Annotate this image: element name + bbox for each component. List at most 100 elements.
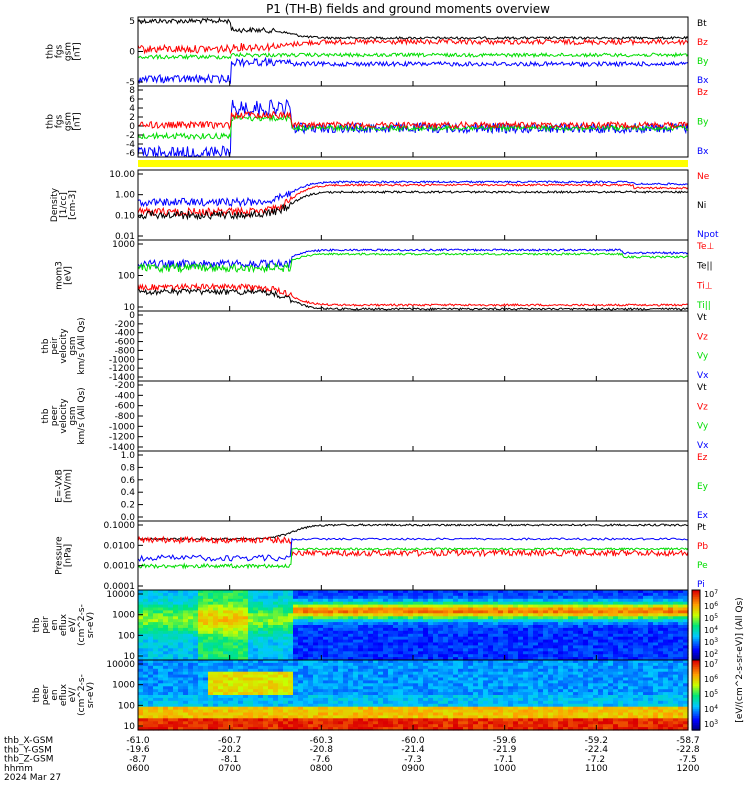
electron-spectrogram-cell (613, 683, 619, 687)
electron-spectrogram-cell (293, 686, 299, 690)
ion-spectrogram-cell (383, 627, 389, 632)
ion-spectrogram-cell (323, 592, 329, 597)
electron-spectrogram-cell (483, 697, 489, 702)
electron-spectrogram-cell (158, 665, 164, 670)
ion-spectrogram-cell (348, 595, 354, 600)
electron-spectrogram-cell (203, 706, 209, 711)
electron-spectrogram-cell (568, 674, 574, 679)
ion-spectrogram-cell (638, 633, 644, 638)
ion-spectrogram-cell (408, 607, 414, 611)
ion-spectrogram-cell (613, 592, 619, 597)
ion-spectrogram-cell (343, 592, 349, 597)
ion-spectrogram-cell (333, 590, 339, 594)
ion-spectrogram-cell (523, 639, 529, 644)
ion-spectrogram-cell (218, 604, 224, 609)
electron-spectrogram-cell (423, 727, 429, 731)
ion-spectrogram-cell (303, 590, 309, 594)
ion-spectrogram-cell (468, 616, 474, 620)
ion-spectrogram-cell (558, 595, 564, 600)
electron-spectrogram-cell (233, 677, 239, 681)
electron-spectrogram-cell (188, 689, 194, 693)
electron-spectrogram-cell (438, 715, 444, 719)
ion-spectrogram-cell (678, 610, 684, 614)
electron-spectrogram-cell (558, 718, 564, 722)
ion-spectrogram-cell (608, 622, 614, 626)
ion-spectrogram-cell (168, 592, 174, 597)
electron-spectrogram-cell (488, 715, 494, 719)
ion-spectrogram-cell (153, 642, 159, 646)
electron-spectrogram-cell (188, 721, 194, 725)
electron-spectrogram-cell (313, 727, 319, 731)
ion-spectrogram-cell (153, 616, 159, 620)
ion-spectrogram-cell (173, 610, 179, 614)
electron-spectrogram-cell (288, 677, 294, 681)
electron-spectrogram-cell (238, 727, 244, 731)
ion-spectrogram-cell (618, 633, 624, 638)
ion-spectrogram-cell (513, 613, 519, 617)
ion-spectrogram-cell (623, 633, 629, 638)
ion-spectrogram-cell (373, 592, 379, 597)
electron-spectrogram-cell (363, 668, 369, 673)
electron-spectrogram-cell (353, 677, 359, 681)
ion-spectrogram-cell (528, 604, 534, 609)
electron-spectrogram-cell (338, 721, 344, 725)
electron-spectrogram-cell (388, 709, 394, 714)
ion-spectrogram-cell (178, 598, 184, 603)
electron-spectrogram-cell (398, 727, 404, 731)
ion-spectrogram-cell (298, 636, 304, 641)
ion-spectrogram-cell (288, 642, 294, 646)
electron-spectrogram-cell (143, 692, 149, 696)
ion-spectrogram-cell (208, 616, 214, 620)
ion-spectrogram-cell (483, 604, 489, 609)
ion-spectrogram-cell (258, 601, 264, 606)
electron-spectrogram-cell (428, 680, 434, 684)
ion-spectrogram-cell (518, 598, 524, 603)
ion-spectrogram-cell (393, 633, 399, 638)
ion-spectrogram-cell (333, 651, 339, 655)
ion-spectrogram-cell (233, 619, 239, 623)
ion-spectrogram-cell (303, 595, 309, 600)
ion-spectrogram-cell (608, 616, 614, 620)
electron-spectrogram-cell (218, 686, 224, 690)
electron-spectrogram-cell (363, 706, 369, 711)
ion-spectrogram-cell (678, 590, 684, 594)
electron-spectrogram-cell (498, 715, 504, 719)
electron-spectrogram-cell (483, 715, 489, 719)
ion-spectrogram-cell (308, 607, 314, 611)
ion-spectrogram-cell (293, 616, 299, 620)
electron-spectrogram-cell (518, 660, 524, 664)
ion-spectrogram-cell (358, 613, 364, 617)
ion-spectrogram-cell (548, 625, 554, 629)
electron-spectrogram-cell (293, 703, 299, 708)
ion-spectrogram-cell (253, 654, 259, 658)
electron-spectrogram-cell (293, 718, 299, 722)
ion-spectrogram-cell (138, 657, 144, 661)
electron-spectrogram-cell (173, 668, 179, 673)
ion-spectrogram-cell (683, 613, 689, 617)
ion-spectrogram-cell (263, 633, 269, 638)
electron-spectrogram-cell (218, 718, 224, 722)
ion-spectrogram-cell (593, 601, 599, 606)
electron-spectrogram-cell (473, 686, 479, 690)
ion-spectrogram-cell (433, 627, 439, 632)
electron-spectrogram-cell (348, 689, 354, 693)
ion-spectrogram-cell (223, 651, 229, 655)
ion-spectrogram-cell (268, 619, 274, 623)
electron-spectrogram-cell (618, 665, 624, 670)
electron-spectrogram-cell (518, 668, 524, 673)
electron-spectrogram-cell (318, 727, 324, 731)
electron-spectrogram-cell (358, 712, 364, 716)
electron-spectrogram-cell (418, 692, 424, 696)
ion-spectrogram-cell (383, 645, 389, 649)
electron-spectrogram-cell (378, 683, 384, 687)
electron-spectrogram-cell (378, 665, 384, 670)
ion-spectrogram-cell (373, 610, 379, 614)
ion-spectrogram-cell (458, 654, 464, 658)
ion-spectrogram-cell (373, 642, 379, 646)
electron-spectrogram-cell (438, 700, 444, 705)
ion-spectrogram-cell (183, 592, 189, 597)
ion-spectrogram-cell (188, 601, 194, 606)
electron-spectrogram-cell (338, 712, 344, 716)
ion-spectrogram-cell (333, 645, 339, 649)
electron-spectrogram-cell (568, 695, 574, 699)
